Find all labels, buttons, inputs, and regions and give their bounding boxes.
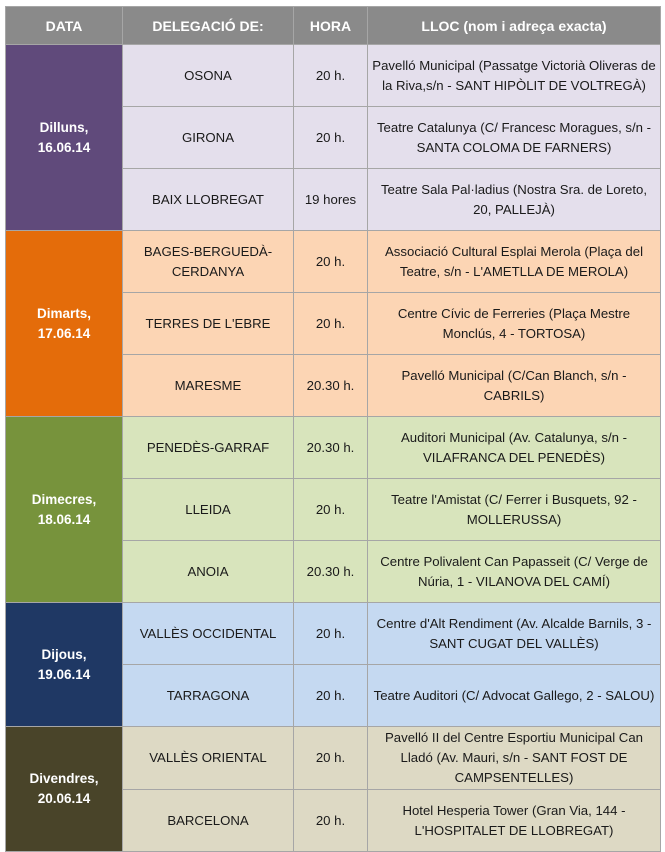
time-cell: 20 h.: [293, 664, 368, 727]
place-cell: Hotel Hesperia Tower (Gran Via, 144 - L'…: [367, 789, 661, 852]
header-date: DATA: [5, 6, 123, 45]
date-cell: Dimarts, 17.06.14: [5, 230, 123, 417]
table-row: BARCELONA 20 h. Hotel Hesperia Tower (Gran…: [6, 789, 661, 852]
table-row: Dimarts, 17.06.14 BAGES-BERGUEDÀ-CERDANYA 2…: [5, 230, 661, 417]
time-cell: 20 h.: [293, 44, 368, 107]
header-time: HORA: [293, 6, 368, 45]
date-cell: Dijous, 19.06.14: [5, 602, 123, 727]
time-cell: 20 h.: [293, 789, 368, 852]
place-cell: Associació Cultural Esplai Merola (Plaça…: [367, 230, 661, 293]
date-value: 17.06.14: [37, 325, 91, 341]
time-cell: 20 h.: [293, 292, 368, 355]
date-weekday: Dimecres,: [31, 491, 97, 507]
place-cell: Teatre l'Amistat (C/ Ferrer i Busquets, …: [367, 478, 661, 541]
delegation-cell: TERRES DE L'EBRE: [122, 292, 294, 355]
table-row: BAIX LLOBREGAT 19 hores Teatre Sala Pal·la…: [6, 168, 661, 231]
delegation-cell: MARESME: [122, 354, 294, 417]
table-row: GIRONA 20 h. Teatre Catalunya (C/ Francesc…: [6, 106, 661, 169]
time-cell: 20 h.: [293, 230, 368, 293]
delegation-cell: BAIX LLOBREGAT: [122, 168, 294, 231]
date-weekday: Dijous,: [41, 646, 87, 662]
time-cell: 20.30 h.: [293, 540, 368, 603]
place-cell: Pavelló II del Centre Esportiu Municipal…: [367, 726, 661, 790]
date-cell: Dimecres, 18.06.14: [5, 416, 123, 603]
delegation-cell: PENEDÈS-GARRAF: [122, 416, 294, 479]
date-value: 16.06.14: [37, 139, 91, 155]
table-row: Dijous, 19.06.14 VALLÈS OCCIDENTAL 20 h. Cen…: [5, 602, 661, 727]
place-cell: Teatre Catalunya (C/ Francesc Moragues, …: [367, 106, 661, 169]
place-cell: Centre Polivalent Can Papasseit (C/ Verg…: [367, 540, 661, 603]
time-cell: 19 hores: [293, 168, 368, 231]
place-cell: Auditori Municipal (Av. Catalunya, s/n -…: [367, 416, 661, 479]
place-cell: Centre Cívic de Ferreries (Plaça Mestre …: [367, 292, 661, 355]
place-cell: Pavelló Municipal (Passatge Victorià Oli…: [367, 44, 661, 107]
date-cell: Dilluns, 16.06.14: [5, 44, 123, 231]
delegation-cell: VALLÈS OCCIDENTAL: [122, 602, 294, 665]
delegation-cell: VALLÈS ORIENTAL: [122, 726, 294, 790]
time-cell: 20.30 h.: [293, 354, 368, 417]
table-row: Dilluns, 16.06.14 OSONA 20 h. Pavelló Munici…: [5, 44, 661, 231]
time-cell: 20.30 h.: [293, 416, 368, 479]
delegation-cell: TARRAGONA: [122, 664, 294, 727]
date-value: 18.06.14: [37, 511, 91, 527]
time-cell: 20 h.: [293, 602, 368, 665]
schedule-table: DATA DELEGACIÓ DE: HORA LLOC (nom i adre…: [5, 6, 661, 852]
delegation-cell: LLEIDA: [122, 478, 294, 541]
date-cell: Divendres, 20.06.14: [5, 726, 123, 852]
date-value: 20.06.14: [37, 791, 91, 806]
header-row: DATA DELEGACIÓ DE: HORA LLOC (nom i adre…: [5, 6, 661, 45]
date-weekday: Dimarts,: [36, 305, 92, 321]
table-row: ANOIA 20.30 h. Centre Polivalent Can Papas…: [6, 540, 661, 603]
header-delegation: DELEGACIÓ DE:: [122, 6, 294, 45]
delegation-cell: ANOIA: [122, 540, 294, 603]
time-cell: 20 h.: [293, 106, 368, 169]
place-cell: Centre d'Alt Rendiment (Av. Alcalde Barn…: [367, 602, 661, 665]
delegation-cell: OSONA: [122, 44, 294, 107]
table-row: Dimecres, 18.06.14 PENEDÈS-GARRAF 20.30 h. A…: [5, 416, 661, 603]
place-cell: Pavelló Municipal (C/Can Blanch, s/n - C…: [367, 354, 661, 417]
date-value: 19.06.14: [37, 666, 91, 682]
time-cell: 20 h.: [293, 478, 368, 541]
table-row: LLEIDA 20 h. Teatre l'Amistat (C/ Ferrer i…: [6, 478, 661, 541]
header-place: LLOC (nom i adreça exacta): [367, 6, 661, 45]
delegation-cell: BAGES-BERGUEDÀ-CERDANYA: [122, 230, 294, 293]
table-row: TARRAGONA 20 h. Teatre Auditori (C/ Advoca…: [6, 664, 661, 727]
delegation-cell: GIRONA: [122, 106, 294, 169]
date-weekday: Dilluns,: [39, 119, 89, 135]
place-cell: Teatre Sala Pal·ladius (Nostra Sra. de L…: [367, 168, 661, 231]
table-row: MARESME 20.30 h. Pavelló Municipal (C/Can …: [6, 354, 661, 417]
delegation-cell: BARCELONA: [122, 789, 294, 852]
table-row: TERRES DE L'EBRE 20 h. Centre Cívic de Fer…: [6, 292, 661, 355]
place-cell: Teatre Auditori (C/ Advocat Gallego, 2 -…: [367, 664, 661, 727]
date-weekday: Divendres,: [29, 771, 99, 786]
schedule-body: Dilluns, 16.06.14 OSONA 20 h. Pavelló Munici…: [5, 44, 661, 852]
time-cell: 20 h.: [293, 726, 368, 790]
table-row: Divendres, 20.06.14 VALLÈS ORIENTAL 20 h. Pa…: [5, 726, 661, 852]
